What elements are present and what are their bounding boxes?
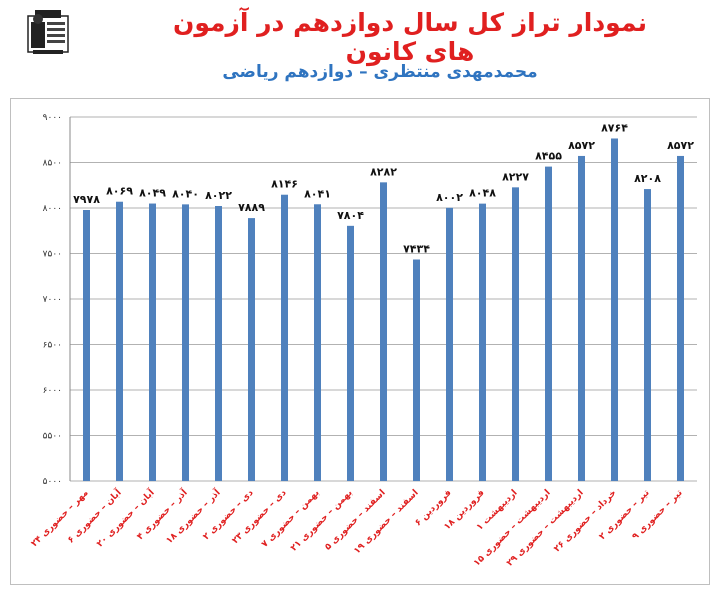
data-label: ۸۰۴۰ — [172, 187, 199, 200]
x-tick-label: ۲۶ خرداد – حضوری — [552, 488, 618, 554]
x-tick-label: ۶ آبان – حضوری — [65, 486, 125, 546]
x-tick-label: ۲۱ بهمن – حضوری — [289, 488, 355, 554]
data-label: ۸۵۷۲ — [568, 139, 595, 152]
y-tick-label: ۷۵۰۰ — [43, 250, 62, 260]
y-tick-label: ۶۰۰۰ — [43, 386, 62, 396]
bar — [281, 194, 288, 482]
bar — [116, 201, 123, 481]
y-tick-label: ۶۵۰۰ — [43, 341, 62, 351]
bar — [644, 189, 651, 481]
x-tick-label: ۲۰ آبان – حضوری — [94, 486, 157, 549]
bar — [677, 155, 684, 481]
data-label: ۷۴۳۴ — [403, 243, 430, 256]
bar — [545, 166, 552, 481]
x-tick-label: ۷ بهمن – حضوری — [260, 488, 322, 550]
data-label: ۸۰۰۲ — [436, 191, 463, 204]
data-label: ۸۰۴۹ — [139, 187, 166, 200]
bar — [611, 138, 618, 481]
y-tick-label: ۵۵۰۰ — [43, 432, 62, 442]
data-label: ۸۲۰۸ — [634, 172, 661, 185]
bar — [215, 205, 222, 482]
data-label: ۸۴۵۵ — [535, 150, 562, 163]
data-label: ۸۰۴۱ — [304, 187, 331, 200]
kanoon-logo-icon — [25, 8, 71, 56]
x-tick-label: ۲۴ مهر – حضوری — [30, 488, 91, 549]
data-label: ۷۹۷۸ — [73, 193, 100, 206]
bar — [512, 187, 519, 481]
y-tick-label: ۸۵۰۰ — [43, 159, 62, 169]
data-label: ۸۰۴۸ — [469, 187, 496, 200]
chart-subtitle: محمدمهدی منتظری – دوازدهم ریاضی — [222, 62, 538, 82]
data-label: ۸۲۸۲ — [370, 165, 397, 178]
bar — [182, 204, 189, 482]
y-tick-label: ۸۰۰۰ — [43, 204, 62, 214]
data-label: ۸۷۶۴ — [601, 121, 628, 134]
chart-title: نمودار تراز کل سال دوازدهم در آزمون های … — [172, 8, 648, 66]
chart-frame — [10, 98, 710, 585]
bar — [413, 259, 420, 481]
bar — [83, 210, 90, 481]
y-tick-label: ۵۰۰۰ — [43, 477, 62, 487]
data-label: ۷۸۰۴ — [337, 209, 364, 222]
bar — [479, 203, 486, 481]
bar — [380, 182, 387, 481]
data-label: ۸۲۲۷ — [502, 170, 529, 183]
bar — [446, 207, 453, 481]
bar — [248, 218, 255, 481]
bar — [578, 155, 585, 481]
data-label: ۷۸۸۹ — [238, 201, 265, 214]
bar — [149, 203, 156, 481]
x-tick-label: ۱۸ آذر – حضوری — [163, 486, 223, 546]
data-label: ۸۵۷۲ — [667, 139, 694, 152]
bar — [347, 225, 354, 481]
x-tick-label: ۱۹ اسفند – حضوری — [352, 488, 420, 556]
data-label: ۸۰۲۲ — [205, 189, 232, 202]
y-tick-label: ۹۰۰۰ — [43, 113, 62, 123]
data-label: ۸۰۶۹ — [106, 185, 133, 198]
data-label: ۸۱۴۶ — [271, 178, 298, 191]
bar — [314, 204, 321, 482]
x-tick-label: ۵ اسفند – حضوری — [323, 488, 387, 552]
y-tick-label: ۷۰۰۰ — [43, 295, 62, 305]
